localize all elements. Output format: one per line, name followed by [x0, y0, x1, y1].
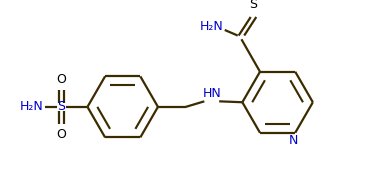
Text: N: N	[289, 134, 298, 147]
Text: H₂N: H₂N	[20, 100, 44, 113]
Text: O: O	[57, 73, 67, 86]
Text: HN: HN	[202, 87, 221, 100]
Text: S: S	[250, 0, 258, 12]
Text: H₂N: H₂N	[200, 20, 224, 33]
Text: O: O	[57, 128, 67, 141]
Text: S: S	[57, 100, 66, 113]
